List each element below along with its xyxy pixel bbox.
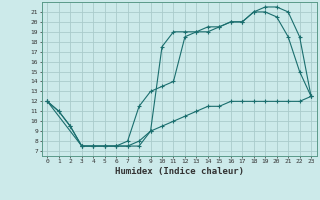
X-axis label: Humidex (Indice chaleur): Humidex (Indice chaleur) — [115, 167, 244, 176]
